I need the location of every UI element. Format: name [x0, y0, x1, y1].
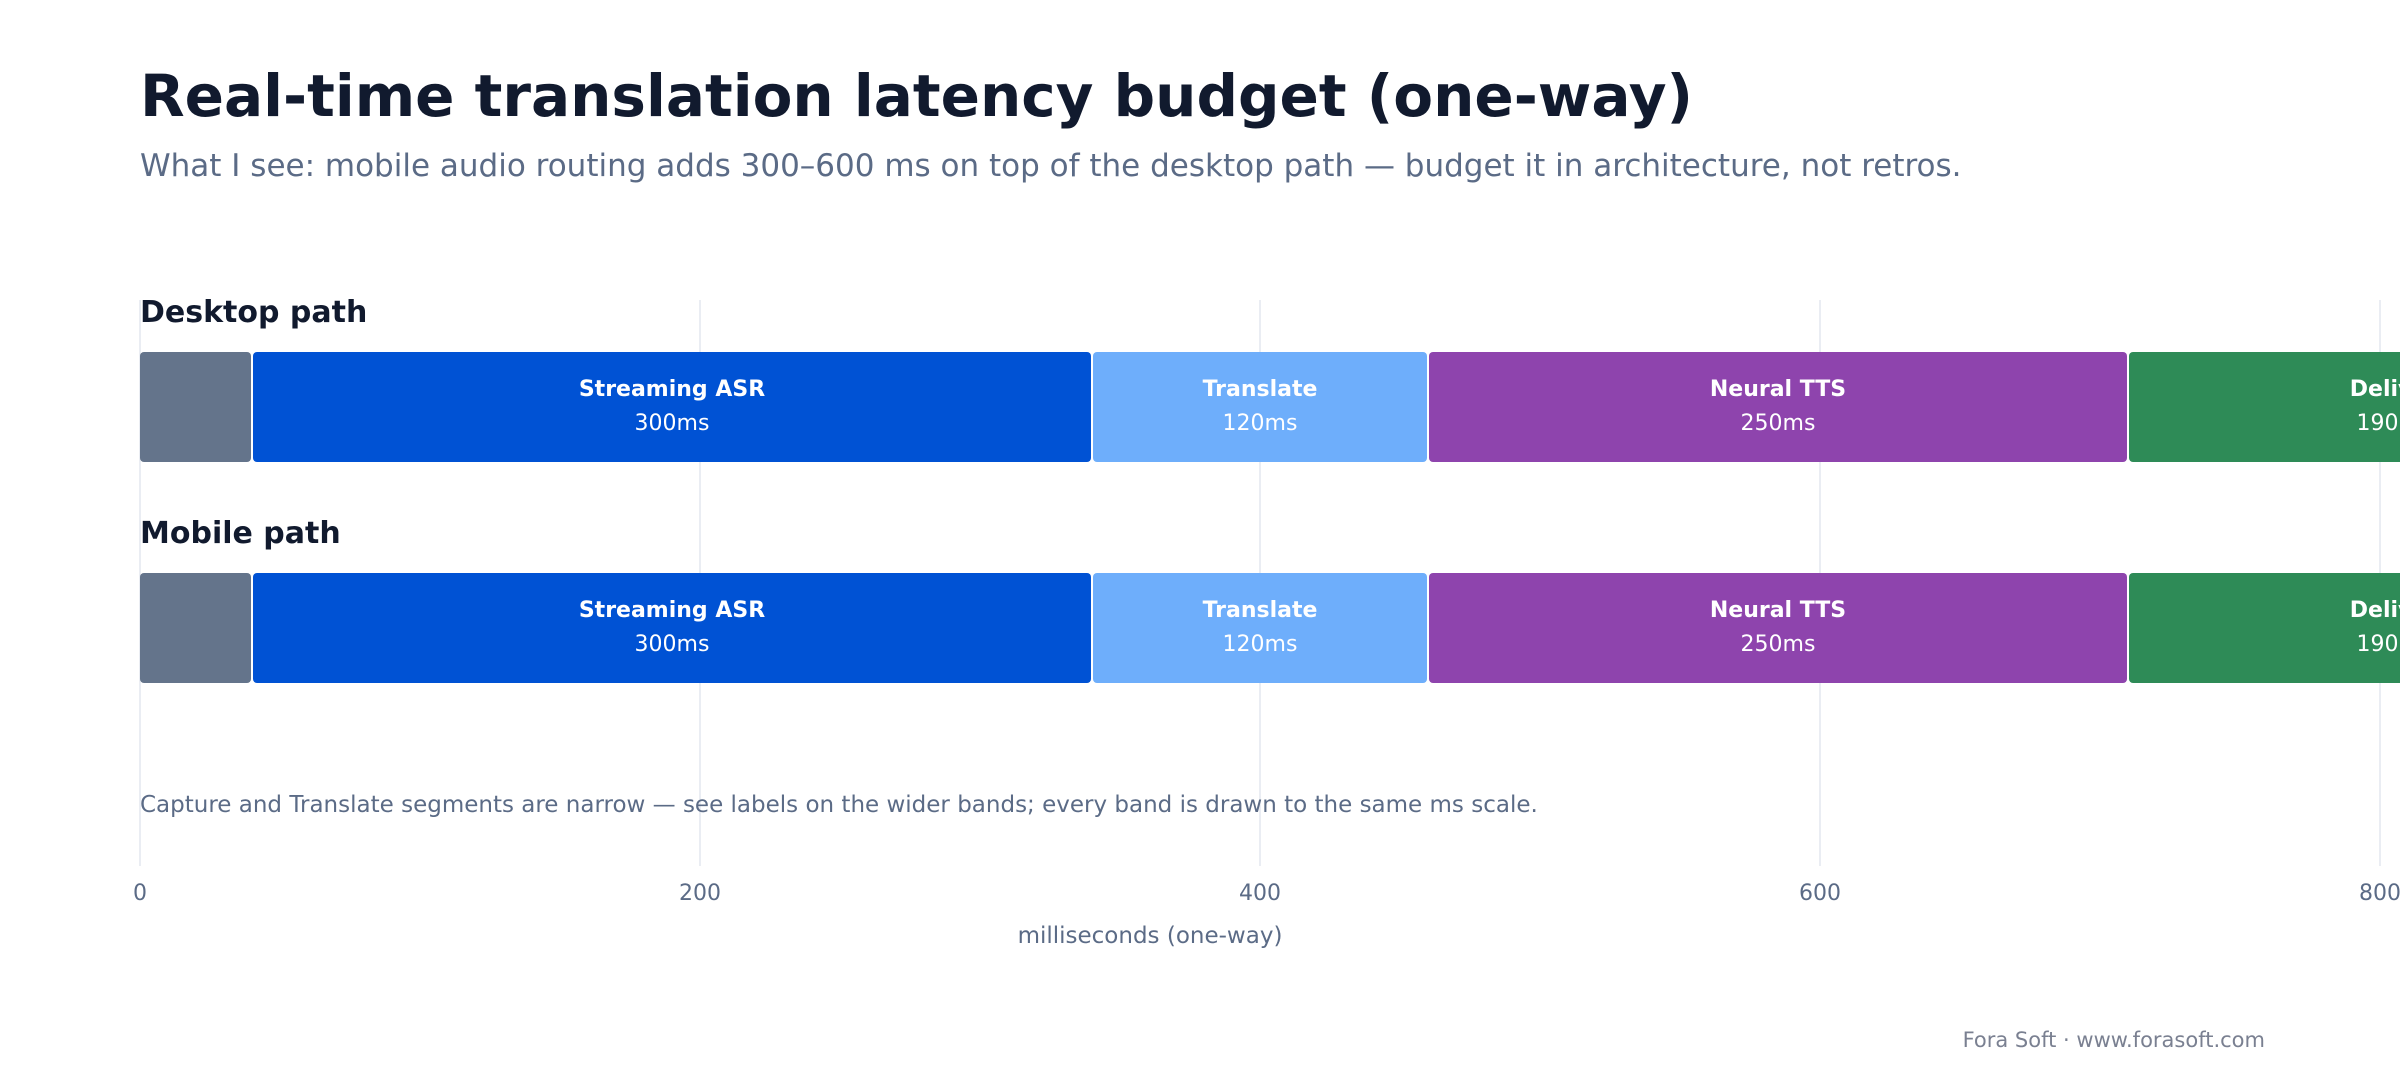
segment-label: Neural TTS	[1710, 598, 1846, 623]
segment-label: Translate	[1203, 377, 1318, 402]
row-mobile-path: Mobile path Streaming ASR 300ms Translate 12…	[140, 516, 2400, 683]
bar-segment	[1093, 573, 1427, 683]
x-tick-label: 600	[1799, 881, 1841, 906]
x-tick-label: 200	[679, 881, 721, 906]
row-title: Desktop path	[140, 295, 367, 330]
chart-subtitle: What I see: mobile audio routing adds 30…	[140, 148, 1962, 184]
segment-label: Streaming ASR	[579, 598, 765, 623]
x-axis-ticks: 0200400600800100012001400	[133, 881, 2400, 906]
segment-label: Translate	[1203, 598, 1318, 623]
segment-value-label: 190ms	[2357, 411, 2400, 436]
x-axis-label: milliseconds (one-way)	[1018, 923, 1283, 949]
x-tick-label: 400	[1239, 881, 1281, 906]
bar-segment	[2129, 352, 2400, 462]
segment-label: Streaming ASR	[579, 377, 765, 402]
bar-segment	[2129, 573, 2400, 683]
segment-value-label: 120ms	[1223, 411, 1298, 436]
segment-value-label: 250ms	[1741, 632, 1816, 657]
chart-footnote: Capture and Translate segments are narro…	[140, 792, 1538, 818]
credit: Fora Soft · www.forasoft.com	[1962, 1028, 2265, 1052]
bar-segment	[1429, 573, 2127, 683]
bar-segment	[253, 352, 1091, 462]
bar-segment	[1093, 352, 1427, 462]
segment-value-label: 300ms	[635, 632, 710, 657]
bar-segment	[140, 573, 251, 683]
x-tick-label: 0	[133, 881, 147, 906]
segment-value-label: 300ms	[635, 411, 710, 436]
row-title: Mobile path	[140, 516, 341, 551]
bar-segment	[140, 352, 251, 462]
row-desktop-path: Desktop path Streaming ASR 300ms Translate 1…	[140, 295, 2400, 462]
bar-segment	[253, 573, 1091, 683]
bar-segment	[1429, 352, 2127, 462]
chart-title: Real-time translation latency budget (on…	[140, 62, 1694, 130]
segment-value-label: 120ms	[1223, 632, 1298, 657]
segment-label: Deliver	[2350, 377, 2400, 402]
x-tick-label: 800	[2359, 881, 2400, 906]
segment-value-label: 250ms	[1741, 411, 1816, 436]
segment-value-label: 190ms	[2357, 632, 2400, 657]
segment-label: Deliver	[2350, 598, 2400, 623]
rows-layer: Desktop path Streaming ASR 300ms Translate 1…	[140, 295, 2400, 683]
segment-label: Neural TTS	[1710, 377, 1846, 402]
